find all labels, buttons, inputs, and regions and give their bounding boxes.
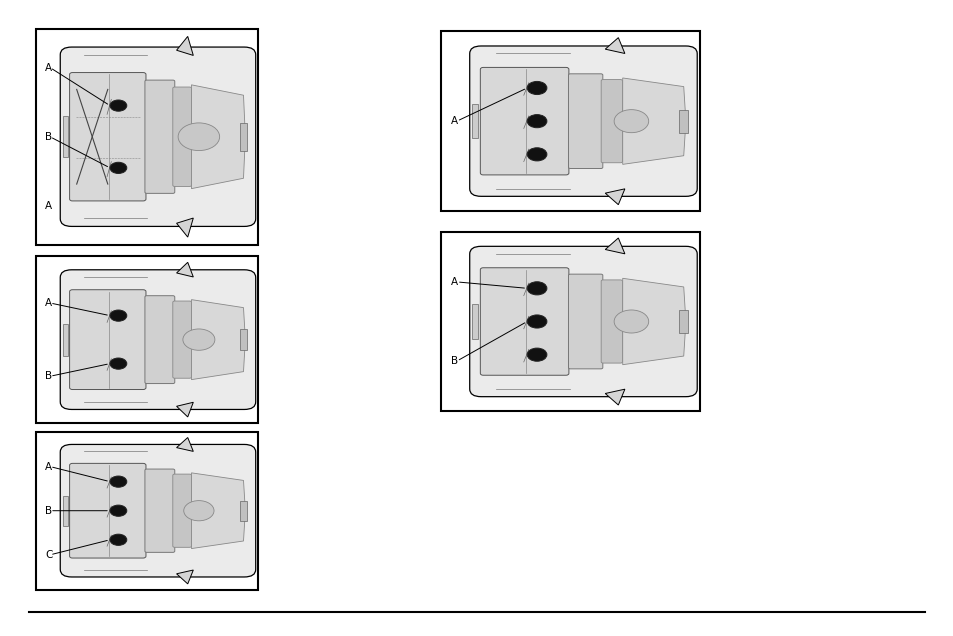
Bar [239, 501, 247, 521]
FancyBboxPatch shape [70, 73, 146, 201]
Text: C: C [45, 550, 52, 560]
Circle shape [110, 310, 127, 321]
Polygon shape [604, 389, 624, 405]
Polygon shape [176, 438, 193, 452]
Polygon shape [176, 218, 193, 237]
Circle shape [527, 114, 546, 128]
Bar [679, 310, 687, 333]
FancyBboxPatch shape [479, 67, 568, 175]
Polygon shape [622, 78, 685, 164]
Bar [63, 324, 68, 356]
Bar [36, 432, 257, 590]
FancyBboxPatch shape [70, 290, 146, 389]
Circle shape [184, 501, 213, 521]
Polygon shape [192, 300, 245, 380]
Circle shape [110, 534, 127, 546]
Bar [36, 29, 257, 245]
FancyBboxPatch shape [479, 268, 568, 375]
Bar [472, 104, 477, 139]
FancyBboxPatch shape [600, 280, 621, 363]
Circle shape [110, 358, 127, 370]
Polygon shape [604, 189, 624, 205]
Circle shape [527, 315, 546, 328]
FancyBboxPatch shape [145, 469, 174, 552]
Text: B: B [451, 356, 457, 366]
Text: B: B [45, 132, 52, 142]
FancyBboxPatch shape [60, 47, 255, 226]
Text: A: A [451, 277, 457, 287]
Polygon shape [622, 279, 685, 364]
Text: A: A [451, 116, 457, 126]
FancyBboxPatch shape [145, 296, 174, 384]
FancyBboxPatch shape [568, 74, 602, 169]
Bar [440, 232, 700, 411]
FancyBboxPatch shape [70, 464, 146, 558]
Polygon shape [176, 570, 193, 584]
Text: A: A [45, 201, 52, 211]
Bar [440, 31, 700, 211]
Circle shape [614, 109, 648, 133]
FancyBboxPatch shape [145, 80, 174, 193]
Polygon shape [176, 262, 193, 277]
FancyBboxPatch shape [469, 246, 697, 397]
Polygon shape [604, 238, 624, 254]
FancyBboxPatch shape [568, 274, 602, 369]
Circle shape [183, 329, 214, 350]
Bar [63, 495, 68, 526]
FancyBboxPatch shape [172, 87, 192, 186]
Circle shape [527, 282, 546, 295]
Polygon shape [192, 85, 245, 189]
Bar [63, 116, 68, 158]
Polygon shape [192, 473, 245, 549]
FancyBboxPatch shape [172, 474, 192, 548]
Circle shape [527, 148, 546, 161]
Circle shape [527, 348, 546, 361]
Circle shape [527, 81, 546, 95]
Bar [239, 329, 247, 350]
Circle shape [178, 123, 219, 151]
FancyBboxPatch shape [469, 46, 697, 197]
Text: A: A [45, 298, 52, 308]
FancyBboxPatch shape [600, 80, 621, 163]
Circle shape [110, 100, 127, 111]
FancyBboxPatch shape [60, 270, 255, 410]
Bar [239, 123, 247, 151]
Text: A: A [45, 462, 52, 471]
Circle shape [110, 162, 127, 174]
Polygon shape [176, 36, 193, 55]
Circle shape [110, 505, 127, 516]
FancyBboxPatch shape [60, 445, 255, 577]
Polygon shape [176, 403, 193, 417]
Circle shape [110, 476, 127, 487]
Circle shape [614, 310, 648, 333]
Bar [36, 256, 257, 423]
FancyBboxPatch shape [172, 301, 192, 378]
Bar [472, 304, 477, 339]
Bar [679, 109, 687, 133]
Text: B: B [45, 371, 52, 382]
Polygon shape [604, 38, 624, 53]
Text: B: B [45, 506, 52, 516]
Text: A: A [45, 62, 52, 73]
